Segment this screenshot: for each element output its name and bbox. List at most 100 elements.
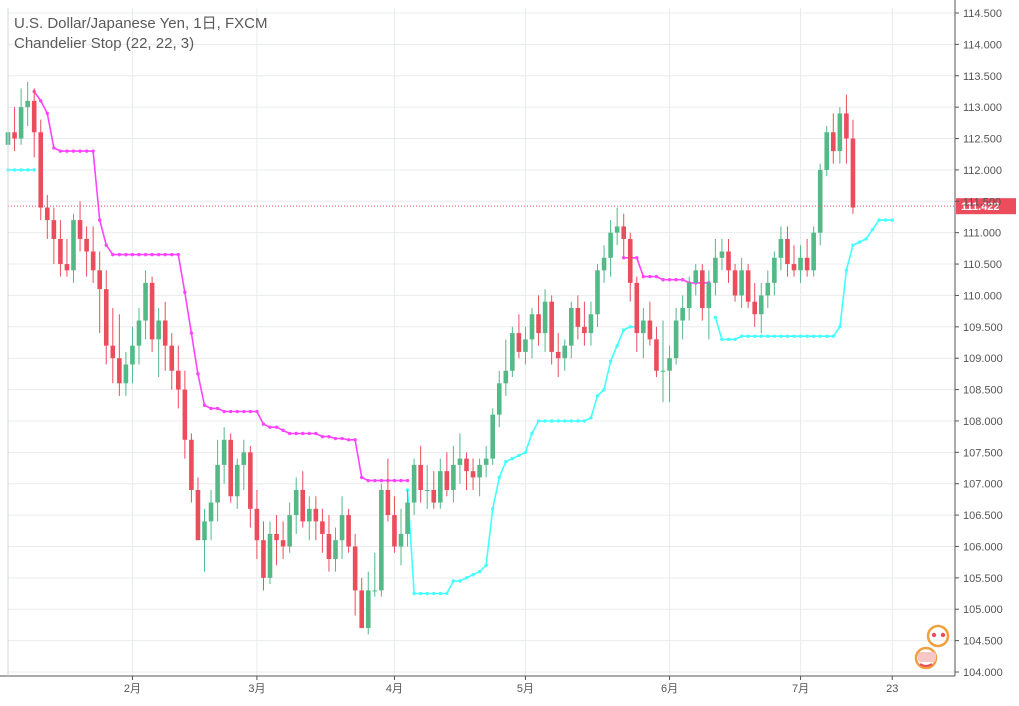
stop-long-line-3-point [864,237,868,241]
candle-body [411,464,417,503]
candle-body [588,314,594,334]
y-tick-label: 105.500 [963,573,1003,585]
candle-up [529,307,535,359]
candle-body [850,138,856,208]
candle-up [798,245,803,283]
stop-long-line-point [12,168,17,172]
candle-body [248,452,253,509]
candle-down [582,301,587,346]
y-tick-label: 109.500 [963,322,1003,334]
candle-up [824,125,830,177]
candle-up [156,307,161,378]
stop-long-line-2-point [412,591,416,596]
candle-body [123,364,129,384]
candle-body [241,452,247,465]
candle-up [411,458,417,516]
candle-up [424,464,430,509]
candle-body [569,307,574,346]
candle-body [601,257,607,271]
candle-down [51,207,57,265]
candle-body [700,270,705,308]
stop-short-line-point [248,409,253,414]
candle-body [110,345,116,359]
candle-down [326,515,332,572]
candle-down [804,238,810,277]
candle-up [483,446,489,478]
candle-down [549,295,554,365]
candle-down [254,489,260,560]
candle-body [359,590,364,629]
stop-short-line-point [143,252,148,257]
y-tick-label: 104.000 [963,667,1003,679]
candle-down [228,433,233,503]
stop-long-line-3-point [746,334,750,338]
candle-down [320,508,325,553]
x-tick-label: 2月 [124,683,141,695]
stop-short-line-point [150,252,154,257]
y-tick-label: 110.500 [963,259,1002,271]
candle-down [785,226,790,277]
candle-body [477,464,482,478]
stop-long-line-3-point [753,334,757,338]
candle-body [510,333,515,371]
stop-long-line-2-point [504,460,508,464]
stop-short-line-point [156,252,161,257]
candle-up [601,245,607,283]
candle-body [228,439,233,497]
candle-up [641,307,646,359]
candle-down [352,533,358,616]
stop-long-line-2-point [549,419,554,423]
candle-up [523,326,528,365]
last-price-tag [956,198,1016,215]
candle-body [647,320,653,340]
candle-body [117,358,122,384]
x-tick-label: 23 [886,683,898,695]
stop-long-line-2-point [418,591,423,596]
candle-body [811,232,816,271]
stop-long-line-2-point [536,419,541,423]
candle-body [575,307,581,327]
y-tick-label: 106.000 [963,541,1003,553]
candle-up [287,502,292,553]
candle-down [726,238,731,283]
stop-short-line-point [314,431,318,436]
candle-body [300,489,306,522]
candle-body [424,489,430,491]
candle-up [595,264,600,327]
candle-down [117,314,122,396]
candle-body [680,307,685,321]
candle-body [156,320,161,340]
candle-down [182,370,188,459]
candle-body [667,358,672,371]
candle-down [90,226,96,283]
candle-body [182,389,188,440]
candle-body [221,439,227,465]
candle-down [752,282,757,327]
candle-up [241,439,247,490]
candle-down [58,220,63,277]
candle-body [739,270,744,296]
candle-up [221,427,227,484]
candle-body [398,533,404,547]
stop-short-line-point [163,252,167,257]
candle-body [713,257,718,283]
stop-long-line-2-point [523,450,528,455]
candle-down [313,496,319,541]
stop-long-line-3-point [844,268,849,273]
legend: U.S. Dollar/Japanese Yen, 1日, FXCM Chand… [14,14,267,54]
candle-down [385,458,391,522]
candle-down [844,94,849,164]
candle-body [313,508,319,522]
candle-body [549,301,554,352]
stop-short-line-point [340,436,344,441]
candle-down [359,577,364,629]
candle-up [811,226,816,277]
y-tick-label: 108.500 [963,385,1003,397]
candle-down [516,314,522,359]
candle-up [758,282,764,334]
candle-up [817,163,823,246]
stop-short-line-point [235,409,239,414]
stop-short-line-point [183,290,187,294]
